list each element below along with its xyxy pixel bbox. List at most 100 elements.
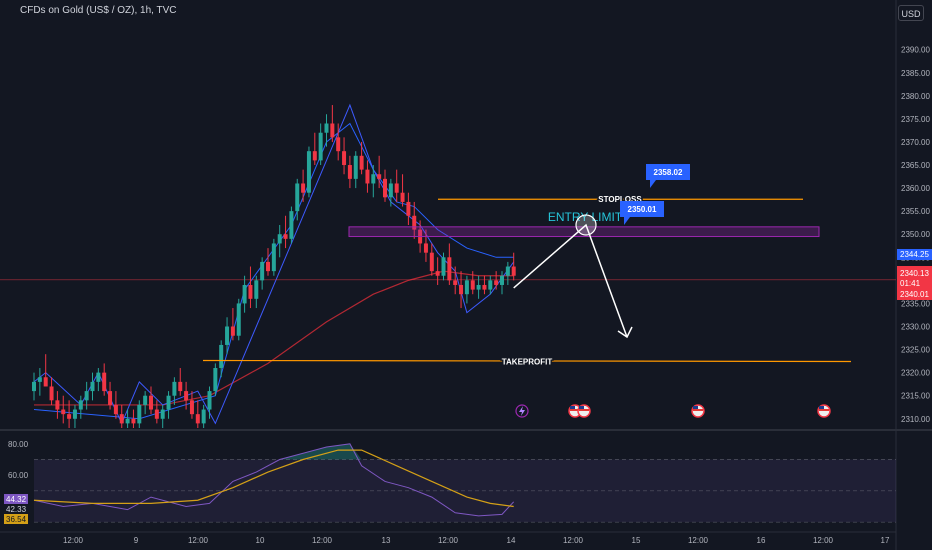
entry-badge-shape	[620, 201, 664, 225]
candle	[435, 257, 440, 285]
x-tick-label: 10	[256, 536, 265, 545]
candle	[494, 271, 499, 290]
candle-body	[482, 284, 487, 290]
current-price-tag	[897, 266, 932, 300]
y-tick-label: 2365.00	[901, 161, 930, 170]
candle	[388, 178, 393, 207]
candle	[189, 391, 194, 419]
candle-body	[184, 391, 189, 401]
candle	[72, 404, 77, 428]
us-flag-icon[interactable]	[691, 404, 705, 418]
candle-body	[266, 261, 270, 272]
rsi-overbought-fill	[279, 443, 362, 460]
candle	[131, 409, 136, 428]
candle-body	[84, 391, 89, 401]
chart-title: CFDs on Gold (US$ / OZ), 1h, TVC	[20, 5, 177, 16]
us-flag-icon-stripe	[579, 409, 589, 411]
takeprofit-label: TAKEPROFIT	[502, 357, 553, 366]
countdown-text: 01:41	[900, 279, 921, 288]
candle	[230, 308, 235, 341]
candle	[371, 165, 376, 198]
candle	[236, 298, 241, 341]
candle	[84, 381, 89, 410]
candle	[412, 201, 417, 239]
candle	[207, 386, 212, 419]
x-tick-label: 12:00	[563, 536, 584, 545]
secondary-price-text: 2340.01	[900, 290, 929, 299]
candle	[113, 391, 118, 419]
candle-body	[271, 243, 276, 272]
candle-body	[166, 395, 171, 410]
last-ma-price-tag-text: 2344.25	[900, 250, 929, 259]
candle-body	[248, 284, 253, 299]
candle-body	[494, 280, 499, 285]
candle-body	[318, 132, 323, 161]
candle	[453, 266, 458, 295]
candle-body	[143, 395, 148, 405]
candle	[61, 395, 66, 424]
candle-body	[72, 409, 77, 419]
candle-body	[453, 280, 458, 285]
candle-body	[96, 372, 101, 382]
candle-body	[61, 409, 66, 415]
x-tick-label: 12:00	[188, 536, 209, 545]
candle-body	[113, 404, 118, 415]
candle-body	[324, 123, 329, 133]
x-tick-label: 14	[507, 536, 516, 545]
candle	[488, 275, 493, 295]
candle-body	[289, 211, 294, 239]
candle	[301, 169, 306, 202]
entry-badge: 2350.01	[620, 201, 664, 225]
candle	[429, 243, 434, 276]
candle	[347, 155, 352, 189]
candle-body	[505, 266, 510, 276]
candle-body	[336, 137, 341, 152]
candle-body	[429, 252, 434, 272]
candle	[108, 381, 113, 410]
candle-body	[178, 381, 183, 392]
candle-body	[154, 409, 159, 419]
y-tick-label: 2330.00	[901, 323, 930, 332]
rsi-value-label: 44.32	[6, 495, 27, 504]
candle-body	[195, 414, 200, 424]
rsi-value-label: 42.33	[6, 505, 27, 514]
candle	[482, 275, 487, 295]
candle	[377, 155, 382, 189]
y-tick-label: 2315.00	[901, 392, 930, 401]
candle-body	[108, 391, 113, 405]
candle	[154, 400, 159, 424]
stoploss-badge: 2358.02	[646, 164, 690, 188]
lightning-icon[interactable]	[515, 404, 529, 418]
x-tick-label: 15	[632, 536, 641, 545]
candle	[149, 386, 153, 415]
candle	[505, 261, 510, 285]
candle	[353, 151, 358, 189]
candle	[330, 105, 335, 142]
us-flag-icon[interactable]	[817, 404, 831, 418]
projection-arrow	[513, 223, 628, 338]
candle	[37, 368, 42, 396]
candle-body	[435, 271, 440, 276]
candle	[166, 391, 171, 419]
candle	[125, 409, 130, 428]
candle-body	[400, 192, 405, 202]
arrow-head-icon	[617, 326, 633, 339]
candle-body	[459, 284, 464, 295]
candle-body	[125, 418, 130, 424]
candle	[400, 174, 405, 207]
candle	[96, 368, 101, 392]
us-flag-icon[interactable]	[577, 404, 591, 418]
candle	[500, 271, 504, 295]
candle	[283, 215, 288, 249]
candle	[271, 238, 276, 276]
y-tick-label: 2320.00	[901, 369, 930, 378]
candle-body	[511, 266, 516, 276]
y-tick-label: 2380.00	[901, 92, 930, 101]
candle	[49, 377, 54, 405]
lightning-icon-bolt	[519, 406, 525, 416]
stoploss-badge-shape	[646, 164, 690, 188]
candle-body	[207, 391, 212, 410]
currency-button[interactable]: USD	[898, 5, 924, 21]
x-tick-label: 12:00	[438, 536, 459, 545]
